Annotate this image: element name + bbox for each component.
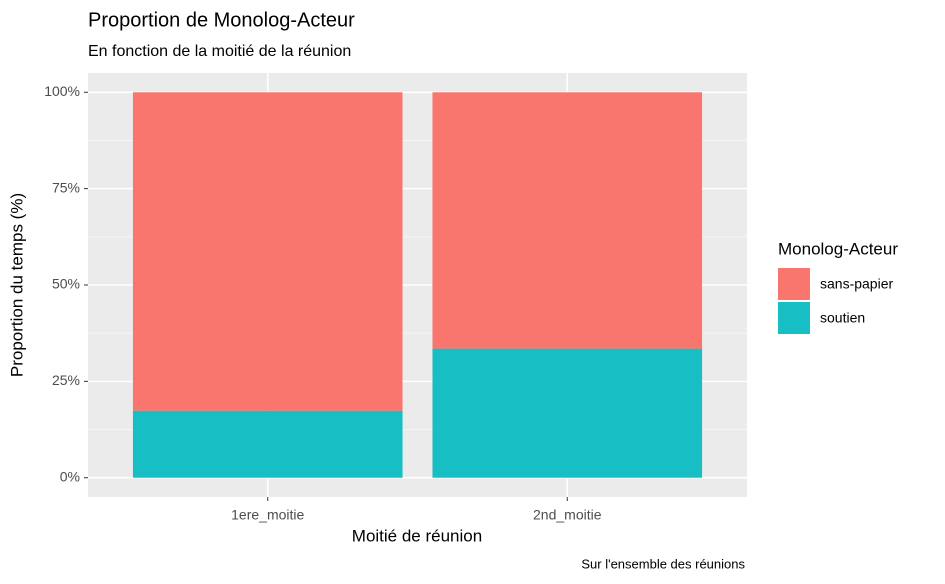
bar-segment [432,92,703,349]
y-axis-label: Proportion du temps (%) [7,193,26,377]
legend-label: soutien [820,310,865,326]
y-tick-label: 25% [52,372,80,388]
x-tick-label: 1ere_moitie [231,507,304,523]
caption: Sur l'ensemble des réunions [581,556,745,571]
legend-title: Monolog-Acteur [778,239,898,258]
x-axis-label: Moitié de réunion [352,526,482,545]
y-tick-label: 100% [44,83,80,99]
bar-segment [132,410,403,478]
y-tick-label: 50% [52,276,80,292]
legend-label: sans-papier [820,276,893,292]
y-tick-label: 0% [60,468,80,484]
bar-segment [432,348,703,478]
chart-subtitle: En fonction de la moitié de la réunion [88,43,351,60]
legend-key [778,268,810,300]
x-tick-label: 2nd_moitie [533,507,602,523]
bar-segment [132,92,403,411]
legend-key [778,302,810,334]
chart-title: Proportion de Monolog-Acteur [88,9,355,31]
y-tick-label: 75% [52,179,80,195]
